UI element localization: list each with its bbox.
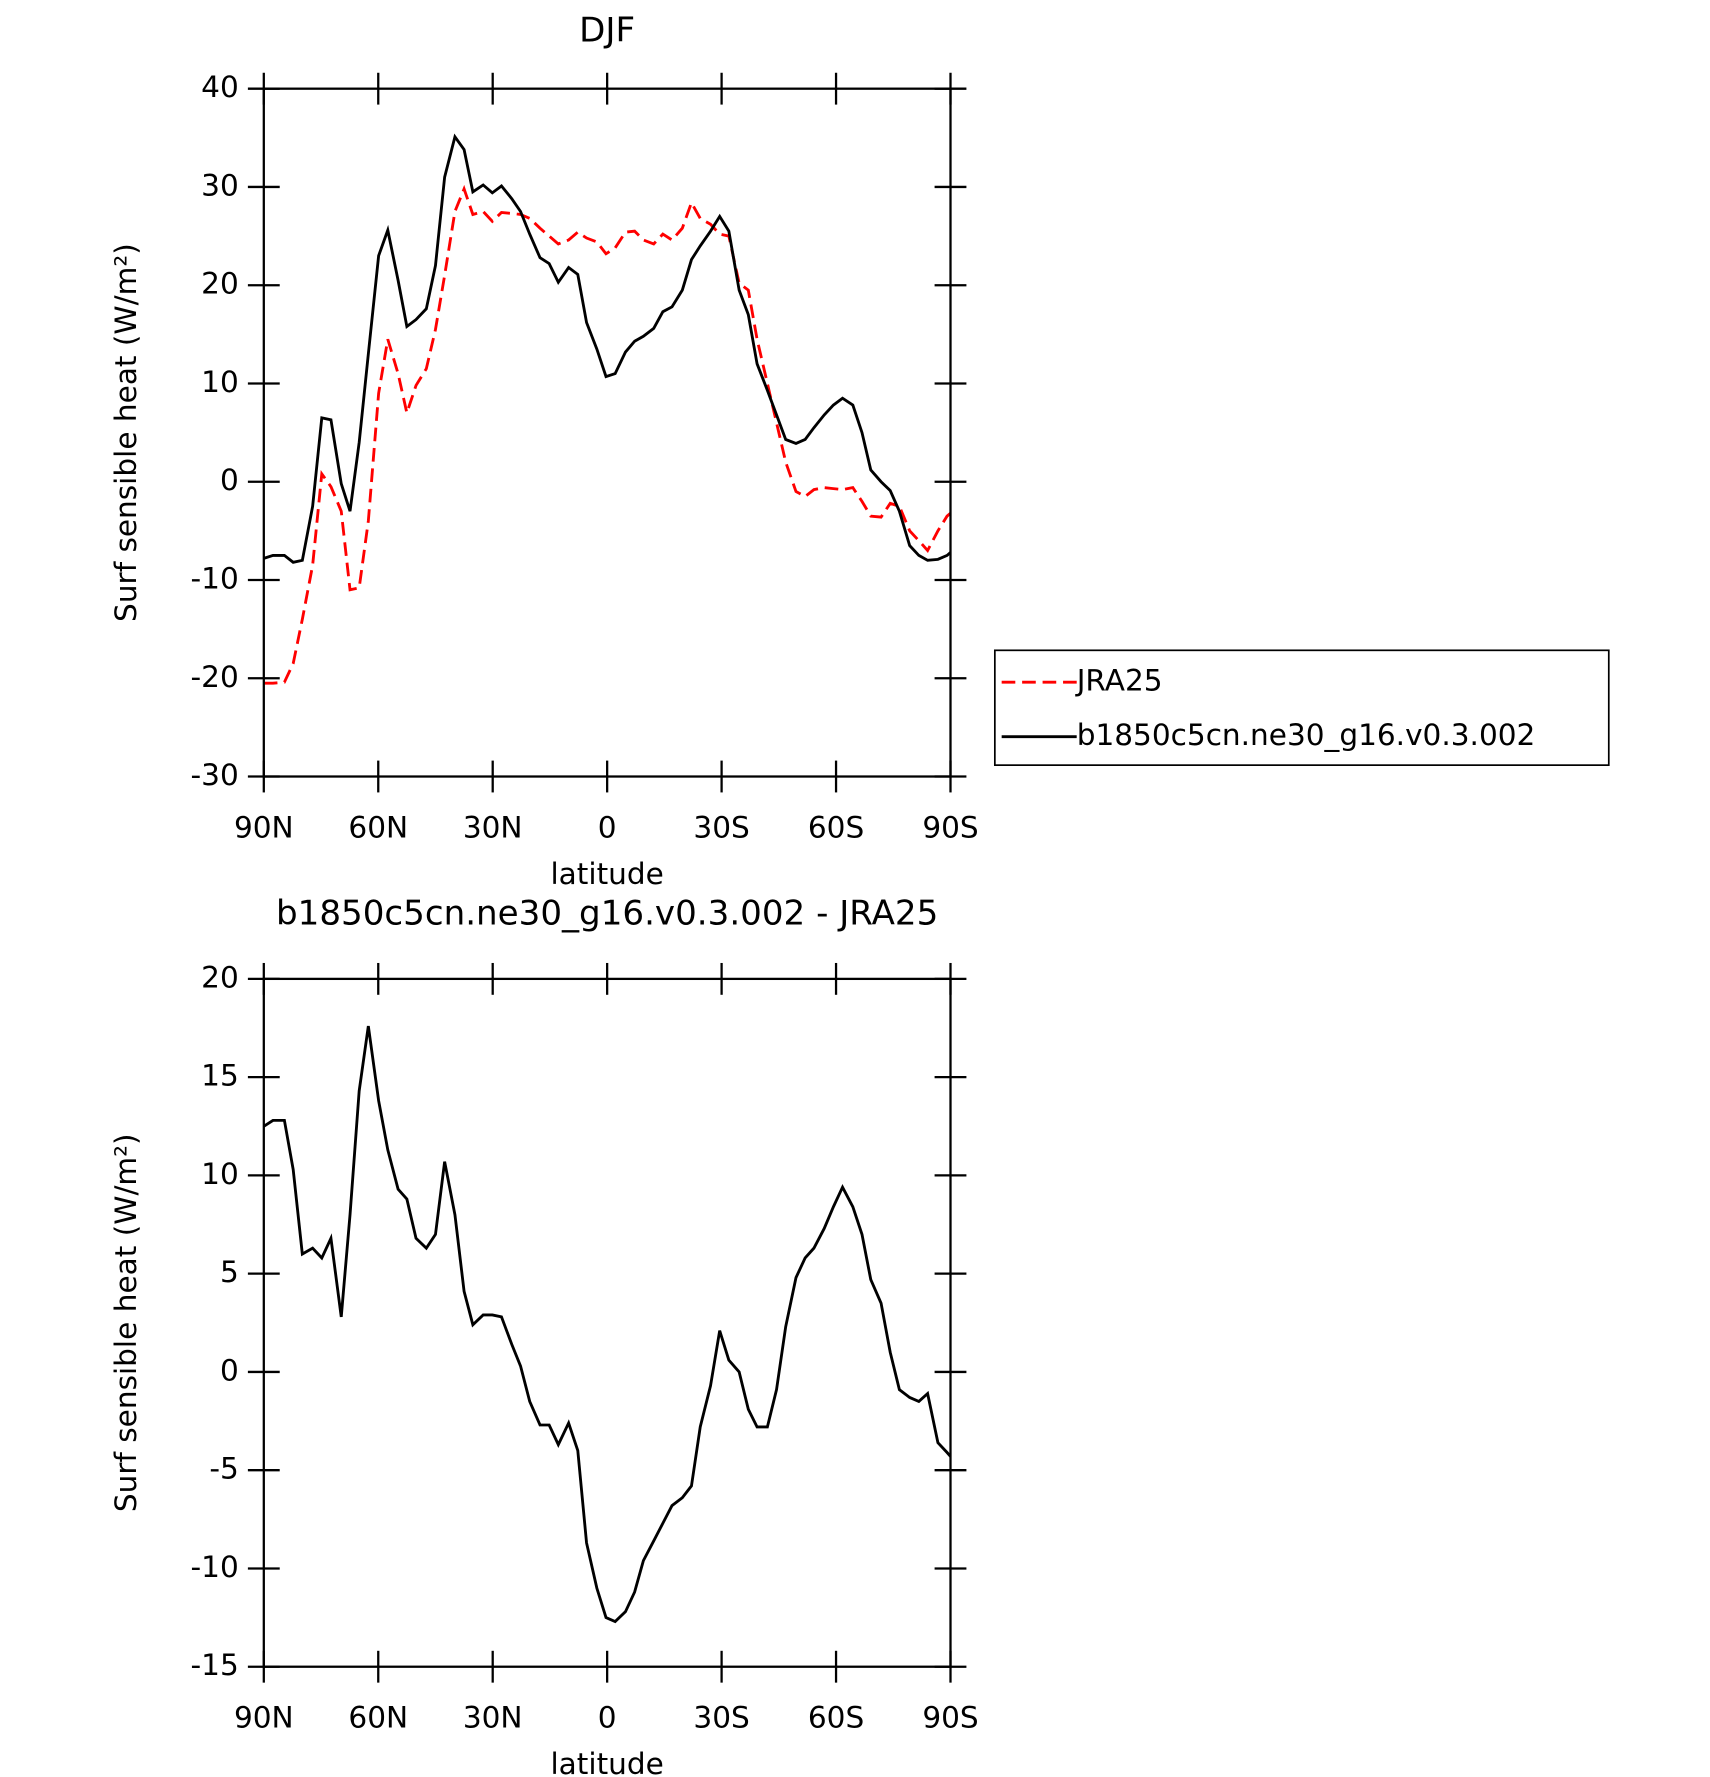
- y-tick-label: 5: [220, 1255, 239, 1289]
- series-line: [263, 133, 952, 564]
- y-tick-label: 20: [201, 267, 239, 301]
- y-tick-label: 10: [201, 1157, 239, 1191]
- x-tick-label: 90S: [922, 810, 978, 844]
- x-axis-label: latitude: [550, 857, 663, 891]
- y-tick-label: 10: [201, 365, 239, 399]
- chart-title: b1850c5cn.ne30_g16.v0.3.002 - JRA25: [276, 894, 938, 934]
- y-tick-label: 20: [201, 960, 239, 994]
- y-tick-label: 0: [220, 1353, 239, 1387]
- x-axis-label: latitude: [550, 1747, 663, 1777]
- y-tick-label: 0: [220, 463, 239, 497]
- chart-title: DJF: [579, 10, 635, 50]
- x-tick-label: 30S: [693, 810, 749, 844]
- legend-box: [993, 649, 1610, 766]
- plot-frame: [262, 87, 952, 778]
- x-tick-label: 90N: [234, 1701, 294, 1735]
- x-tick-label: 60N: [348, 1701, 408, 1735]
- y-tick-label: -5: [209, 1452, 238, 1486]
- legend-label: JRA25: [1075, 664, 1163, 698]
- y-tick-label: -30: [191, 758, 239, 792]
- y-tick-label: -15: [191, 1648, 239, 1682]
- x-tick-label: 30N: [463, 810, 523, 844]
- x-tick-label: 30S: [693, 1701, 749, 1735]
- legend-label: b1850c5cn.ne30_g16.v0.3.002: [1077, 718, 1536, 752]
- x-tick-label: 90S: [922, 1701, 978, 1735]
- y-tick-label: -10: [191, 1550, 239, 1584]
- x-tick-label: 30N: [463, 1701, 523, 1735]
- y-tick-label: 40: [201, 70, 239, 104]
- x-tick-label: 60S: [808, 810, 864, 844]
- y-tick-label: -10: [191, 561, 239, 595]
- y-tick-label: -20: [191, 660, 239, 694]
- plot-frame: [262, 977, 952, 1668]
- y-axis-label: Surf sensible heat (W/m²): [109, 1133, 143, 1512]
- x-tick-label: 60S: [808, 1701, 864, 1735]
- y-tick-label: 30: [201, 168, 239, 202]
- y-tick-label: 15: [201, 1059, 239, 1093]
- x-tick-label: 0: [598, 1701, 617, 1735]
- series-line: [263, 1025, 952, 1624]
- x-tick-label: 0: [598, 810, 617, 844]
- series-line: [263, 184, 952, 685]
- x-tick-label: 60N: [348, 810, 408, 844]
- y-axis-label: Surf sensible heat (W/m²): [109, 243, 143, 622]
- x-tick-label: 90N: [234, 810, 294, 844]
